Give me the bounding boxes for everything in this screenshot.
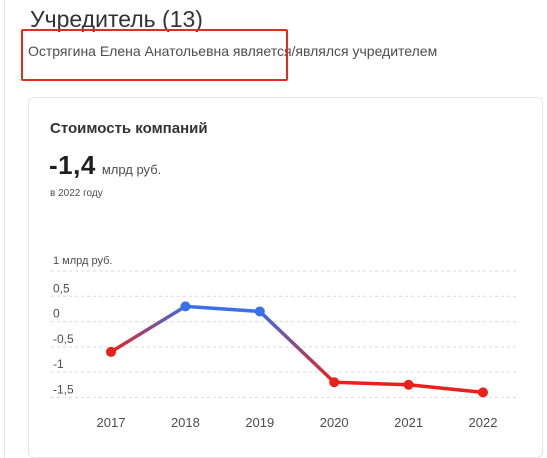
chart-lines [109, 304, 485, 395]
x-tick-label: 2018 [171, 415, 200, 430]
chart-y-ticks: 0,5 0 -0,5 -1 -1,5 [53, 281, 74, 396]
company-value-card: Стоимость компаний -1,4 млрд руб. в 2022… [28, 97, 543, 458]
value-amount: -1,4 [49, 150, 96, 180]
series-line-segment [406, 383, 485, 395]
value-unit: млрд руб. [101, 162, 162, 177]
series-line-segment [258, 309, 336, 384]
y-tick-label: 0 [53, 307, 60, 321]
x-tick-label: 2021 [394, 415, 423, 430]
value-row: -1,4 млрд руб. [49, 150, 161, 181]
chart-points [106, 301, 488, 398]
y-tick-label: -0,5 [53, 332, 74, 346]
y-tick-label: -1,5 [53, 382, 74, 396]
data-point[interactable] [106, 346, 116, 357]
x-tick-label: 2019 [245, 415, 274, 430]
chart-y-label: 1 млрд руб. [53, 255, 112, 267]
x-tick-label: 2020 [320, 415, 349, 430]
founder-name-link[interactable]: Острягина Елена Анатольевна [28, 43, 230, 59]
data-point[interactable] [403, 379, 414, 390]
x-tick-label: 2022 [469, 415, 498, 430]
left-divider [4, 0, 5, 458]
founder-line: Острягина Елена Анатольевна является/явл… [28, 42, 437, 60]
data-point[interactable] [329, 377, 340, 388]
series-line-segment [109, 304, 188, 354]
series-line-segment [332, 380, 411, 387]
chart-x-ticks: 2017 2018 2019 2020 2021 2022 [97, 415, 498, 430]
series-line-segment [183, 304, 262, 314]
data-point[interactable] [478, 387, 488, 398]
y-tick-label: 0,5 [53, 281, 70, 295]
highlight-annotation-box [21, 29, 288, 81]
value-line-chart: 0,50-0,5-1-1,5 1 млрд руб. 2017 2018 2019 2… [51, 255, 517, 430]
x-tick-label: 2017 [97, 415, 126, 430]
founder-role-text: является/являлся учредителем [229, 43, 438, 59]
data-point[interactable] [180, 301, 191, 312]
value-note: в 2022 году [50, 188, 103, 199]
card-title: Стоимость компаний [50, 120, 208, 137]
y-tick-label: -1 [53, 357, 64, 371]
data-point[interactable] [254, 306, 265, 317]
section-title: Учредитель (13) [30, 6, 203, 32]
